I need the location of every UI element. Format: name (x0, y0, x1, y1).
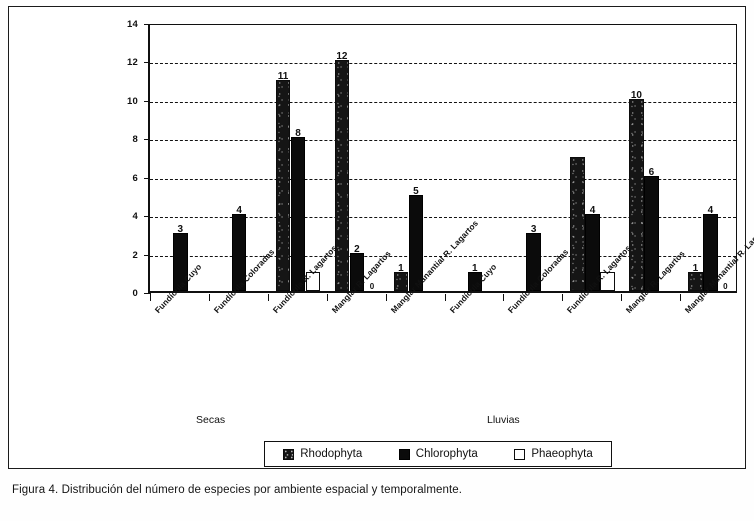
rhodophyta-swatch-icon (283, 448, 295, 460)
x-tick-mark-2 (267, 294, 269, 301)
y-tick-mark-0 (144, 293, 151, 294)
value-label-chl-7: 4 (589, 205, 596, 217)
x-tick-mark-4 (385, 294, 387, 301)
bar-rho-7 (570, 156, 585, 291)
y-tick-mark-12 (144, 62, 151, 64)
bar-chl-5 (467, 271, 482, 291)
bar-chl-8 (644, 175, 659, 291)
bar-chl-6 (526, 233, 541, 291)
value-label-chl-5: 1 (471, 262, 478, 274)
legend-label-rhodophyta: Rhodophyta (300, 448, 363, 460)
bar-pha-2 (305, 271, 321, 291)
y-tick-label-8: 8 (132, 134, 138, 146)
y-tick-label-6: 6 (132, 172, 138, 184)
y-tick-label-0: 0 (132, 288, 138, 299)
bar-rho-9 (688, 271, 703, 291)
y-tick-label-2: 2 (132, 249, 138, 261)
bar-chl-7 (585, 214, 600, 291)
legend-item-rhodophyta: Rhodophyta (283, 448, 362, 460)
figure-caption: Figura 4. Distribución del número de esp… (12, 484, 463, 496)
x-tick-mark-8 (621, 294, 623, 301)
gridline-8 (150, 140, 736, 142)
bar-chl-1 (231, 214, 247, 291)
y-tick-label-4: 4 (132, 211, 138, 223)
y-tick-mark-14 (144, 24, 151, 25)
legend-label-phaeophyta: Phaeophyta (531, 448, 593, 460)
x-tick-mark-7 (562, 294, 564, 301)
y-tick-label-10: 10 (127, 95, 138, 107)
bar-chl-4 (408, 194, 424, 291)
y-tick-mark-4 (144, 216, 151, 218)
value-label-chl-6: 3 (530, 224, 537, 236)
y-tick-mark-2 (144, 254, 151, 256)
value-label-pha-9: 0 (723, 282, 728, 291)
bar-rho-3 (334, 60, 350, 291)
value-label-pha-3: 0 (369, 282, 375, 291)
x-tick-mark-5 (444, 294, 446, 301)
y-tick-label-12: 12 (127, 57, 138, 69)
value-label-chl-9: 4 (707, 205, 714, 217)
y-tick-label-14: 14 (127, 19, 138, 30)
value-label-rho-2: 11 (277, 70, 289, 82)
x-tick-mark-6 (503, 294, 505, 301)
value-label-chl-8: 6 (648, 166, 655, 178)
legend-item-chlorophyta: Chlorophyta (398, 448, 478, 460)
gridline-12 (150, 63, 736, 65)
value-label-chl-1: 4 (236, 205, 242, 217)
value-label-chl-0: 3 (177, 224, 184, 236)
gridline-10 (150, 101, 736, 103)
value-label-rho-4: 1 (398, 262, 404, 274)
value-label-chl-2: 8 (295, 128, 301, 140)
bar-pha-7 (600, 271, 615, 291)
value-label-chl-4: 5 (413, 185, 419, 197)
legend-label-chlorophyta: Chlorophyta (415, 448, 478, 460)
y-tick-mark-8 (144, 139, 151, 141)
plot-area: 3 4 11 8 12 2 0 1 5 1 3 4 10 6 1 4 0 (148, 24, 737, 301)
phaeophyta-swatch-icon (514, 448, 526, 460)
x-tick-mark-1 (208, 294, 210, 301)
gridline-4 (150, 217, 736, 219)
x-tick-mark-9 (680, 294, 682, 301)
x-tick-mark-3 (326, 294, 328, 301)
gridline-2 (150, 255, 736, 257)
value-label-rho-8: 10 (630, 89, 642, 101)
bar-rho-8 (629, 98, 644, 291)
chlorophyta-swatch-icon (398, 448, 410, 460)
season-label-lluvias: Lluvias (487, 414, 520, 426)
value-label-rho-3: 12 (336, 51, 348, 63)
bar-chl-0 (173, 233, 188, 291)
chart-legend: Rhodophyta Chlorophyta Phaeophyta (264, 441, 612, 467)
bar-chl-9 (703, 214, 718, 291)
bar-rho-2 (275, 79, 291, 291)
legend-item-phaeophyta: Phaeophyta (514, 448, 593, 460)
gridline-6 (150, 178, 736, 180)
season-label-secas: Secas (196, 414, 226, 426)
value-label-chl-3: 2 (354, 243, 360, 255)
bar-chl-3 (349, 252, 365, 291)
y-tick-mark-6 (144, 177, 151, 179)
bar-chl-2 (290, 137, 306, 291)
y-tick-mark-10 (144, 100, 151, 102)
bar-rho-4 (393, 271, 409, 291)
value-label-rho-9: 1 (692, 262, 699, 274)
x-tick-mark-0 (150, 294, 151, 301)
